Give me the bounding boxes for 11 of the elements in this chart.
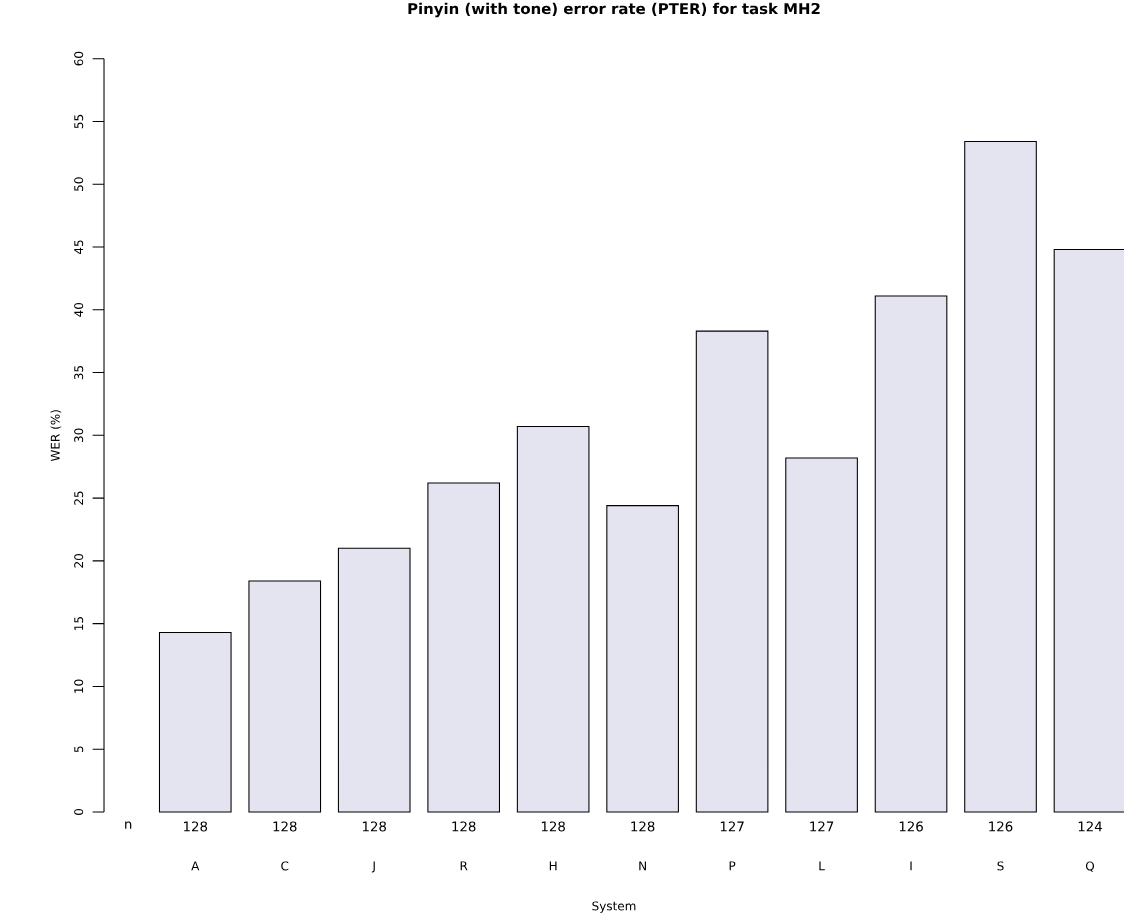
bar (516, 425, 590, 813)
bar (248, 580, 322, 813)
bar (427, 482, 501, 813)
bar (158, 631, 232, 813)
bar (695, 330, 769, 813)
bar (1053, 248, 1124, 813)
bar (874, 295, 948, 813)
bar (337, 547, 411, 813)
bar (606, 505, 679, 813)
bar (785, 457, 858, 813)
bar (964, 141, 1037, 813)
